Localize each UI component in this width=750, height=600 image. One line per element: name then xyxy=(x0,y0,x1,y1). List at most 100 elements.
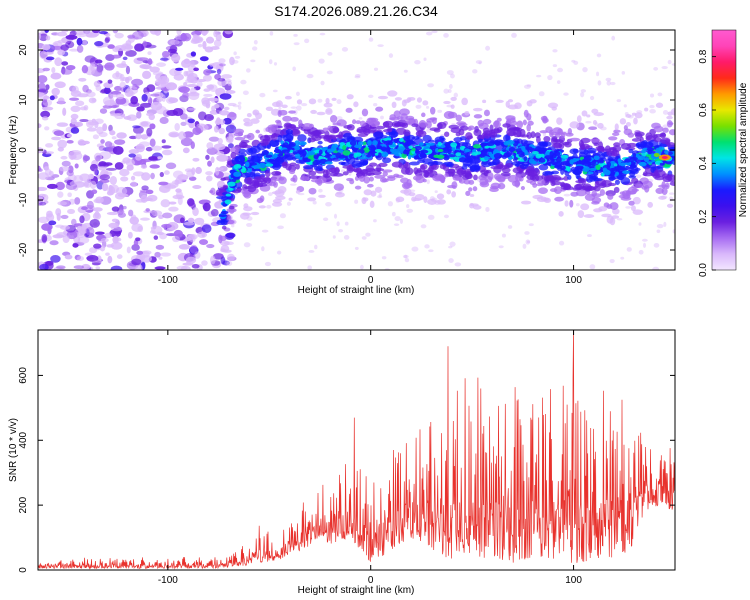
spectrogram-blob xyxy=(532,194,543,200)
spectrogram-blob xyxy=(255,112,263,120)
spectrogram-blob xyxy=(411,136,420,140)
spectrogram-blob xyxy=(132,125,141,129)
spectrogram-blob xyxy=(286,201,291,206)
spectrogram-blob xyxy=(114,139,126,145)
spectrogram-blob xyxy=(157,156,163,160)
spectrogram-blob xyxy=(450,142,458,148)
spectrogram-blob xyxy=(111,54,122,59)
spectrogram-blob xyxy=(192,126,202,136)
spectrogram-blob xyxy=(51,45,63,51)
spectrogram-blob xyxy=(210,255,216,265)
spectrogram-blob xyxy=(628,148,634,154)
spectrogram-blob xyxy=(598,141,604,149)
spectrogram-blob xyxy=(225,193,232,197)
spectrogram-blob xyxy=(45,260,54,266)
spectrogram-blob xyxy=(387,176,396,182)
spectrogram-blob xyxy=(140,102,152,108)
spectrogram-blob xyxy=(569,121,580,129)
spectrogram-blob xyxy=(557,80,561,85)
spectrogram-blob xyxy=(378,193,382,198)
spectrogram-blob xyxy=(607,182,617,187)
snr-x-ticks: -100 0 100 xyxy=(158,330,582,586)
spectrogram-blob xyxy=(581,178,586,186)
spectrogram-blob xyxy=(38,196,43,200)
spectrogram-blob xyxy=(169,132,179,138)
spectrogram-blob xyxy=(57,49,66,56)
spectrogram-blob xyxy=(302,165,314,170)
spectrogram-blob xyxy=(433,154,440,159)
spectrogram-blob xyxy=(600,173,605,177)
spectrogram-blob xyxy=(569,199,574,208)
spectrogram-blob xyxy=(453,92,459,98)
y-tick-label: 20 xyxy=(18,44,29,56)
spectrogram-blob xyxy=(128,153,137,158)
spectrogram-blob xyxy=(140,255,152,263)
spectrogram-blob xyxy=(275,100,283,108)
spectrogram-blob xyxy=(228,205,235,210)
spectrogram-blob xyxy=(463,179,471,185)
spectrogram-blob xyxy=(210,156,215,164)
spectrogram-blob xyxy=(237,101,242,105)
spectrogram-blob xyxy=(128,135,138,140)
spectrogram-blob xyxy=(260,142,267,147)
spectrogram-blob xyxy=(434,190,438,194)
spectrogram-blob xyxy=(114,45,127,52)
spectrogram-blob xyxy=(75,30,86,36)
spectrogram-blob xyxy=(74,121,84,127)
spectrogram-blob xyxy=(327,125,333,131)
spectrogram-blob xyxy=(528,152,534,159)
spectrogram-blob xyxy=(156,97,163,102)
spectrogram-blob xyxy=(528,223,534,227)
spectrogram-blob xyxy=(585,120,592,124)
spectrogram-blob xyxy=(472,69,478,74)
spectrogram-blob xyxy=(578,177,583,184)
spectrogram-blob xyxy=(637,155,646,161)
spectrogram-blob xyxy=(547,74,553,81)
spectrogram-blob xyxy=(82,140,90,145)
spectrogram-blob xyxy=(335,116,343,120)
spectrogram-blob xyxy=(488,131,498,138)
spectrogram-blob xyxy=(293,33,298,37)
spectrogram-x-ticks: -100 0 100 xyxy=(158,30,582,286)
spectrogram-blob xyxy=(298,141,307,146)
spectrogram-blob xyxy=(292,151,299,155)
spectrogram-blob xyxy=(427,214,435,220)
spectrogram-blob xyxy=(464,111,470,116)
spectrogram-blob xyxy=(478,61,482,65)
spectrogram-blob xyxy=(91,30,101,34)
spectrogram-blob xyxy=(406,204,410,209)
spectrogram-blob xyxy=(168,206,179,212)
spectrogram-blob xyxy=(326,70,333,75)
spectrogram-blob xyxy=(161,223,172,229)
spectrogram-blob xyxy=(428,154,432,159)
spectrogram-blob xyxy=(156,62,167,67)
spectrogram-blob xyxy=(593,142,599,147)
spectrogram-blob xyxy=(294,153,301,159)
spectrogram-blob xyxy=(191,167,196,175)
spectrogram-blob xyxy=(91,262,101,266)
spectrogram-blob xyxy=(422,100,429,106)
spectrogram-blob xyxy=(419,142,424,146)
spectrogram-blob xyxy=(605,77,612,82)
spectrogram-blob xyxy=(672,229,675,234)
spectrogram-blob xyxy=(668,129,675,136)
colorbar-tick-label: 0.8 xyxy=(698,49,709,63)
spectrogram-blob xyxy=(415,129,427,138)
spectrogram-blob xyxy=(306,73,314,79)
spectrogram-blob xyxy=(66,139,74,144)
x-tick-label: 100 xyxy=(565,575,582,586)
spectrogram-blob xyxy=(327,148,336,152)
spectrogram-blob xyxy=(450,96,457,101)
spectrogram-blob xyxy=(132,31,144,40)
spectrogram-blob xyxy=(500,172,511,177)
spectrogram-blob xyxy=(575,203,580,207)
spectrogram-blob xyxy=(368,176,374,182)
spectrogram-blob xyxy=(243,121,253,127)
spectrogram-blob xyxy=(216,167,224,171)
spectrogram-blob xyxy=(635,183,645,189)
spectrogram-blob xyxy=(381,151,389,158)
spectrogram-blob xyxy=(411,123,419,128)
spectrogram-blob xyxy=(81,206,88,211)
spectrogram-blob xyxy=(354,185,362,190)
